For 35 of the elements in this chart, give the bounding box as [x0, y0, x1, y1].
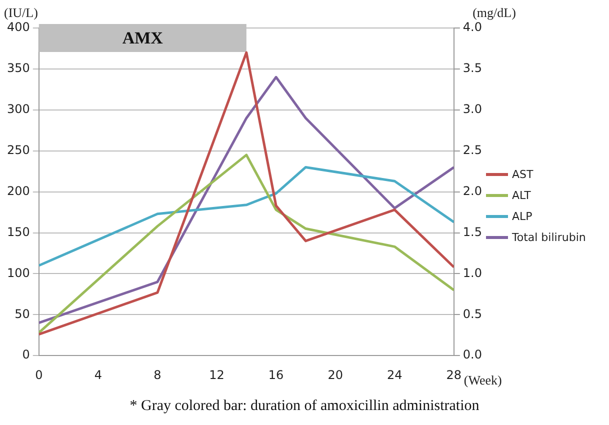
- y2-tick-label: 2.0: [462, 184, 482, 198]
- legend-label: Total bilirubin: [512, 231, 586, 244]
- y-tick-label: 250: [7, 142, 30, 157]
- x-tick-label: 4: [94, 368, 102, 382]
- text: * Gray colored bar: duration of amoxicillin administration: [128, 398, 480, 415]
- y-tick-label: 0: [22, 348, 30, 362]
- y-tick-label: 350: [7, 61, 30, 76]
- band-label: AMX: [122, 28, 164, 48]
- y2-tick-label: 2.5: [462, 142, 482, 157]
- y-axis-title: (IU/L): [4, 4, 38, 20]
- y2-tick-label: 3.0: [462, 102, 482, 116]
- y-tick-label: 50: [14, 306, 30, 321]
- y2-tick-label: 0.5: [462, 306, 482, 321]
- x-tick-label: 20: [328, 368, 343, 382]
- x-tick-label: 28: [446, 368, 462, 382]
- legend-label: ALP: [512, 210, 532, 223]
- x-tick-label: 0: [35, 368, 43, 382]
- y-tick-label: 150: [7, 224, 30, 239]
- x-tick-label: 24: [386, 368, 402, 382]
- y2-tick-label: 0.0: [462, 348, 482, 362]
- x-axis-title: (Week): [464, 372, 502, 388]
- x-tick-label: 12: [209, 368, 224, 382]
- y2-axis-title: (mg/dL): [472, 4, 516, 20]
- y-tick-label: 300: [7, 102, 30, 116]
- y2-tick-label: 4.0: [462, 20, 482, 34]
- legend-label: AST: [512, 168, 534, 181]
- y-tick-label: 200: [7, 184, 30, 198]
- y-tick-label: 400: [7, 20, 30, 34]
- y-tick-label: 100: [7, 266, 30, 280]
- x-tick-label: 8: [154, 368, 162, 382]
- y2-tick-label: 3.5: [462, 61, 482, 76]
- x-tick-label: 16: [268, 368, 284, 382]
- legend-label: ALT: [512, 189, 531, 202]
- y2-tick-label: 1.0: [462, 266, 482, 280]
- y2-tick-label: 1.5: [462, 224, 482, 239]
